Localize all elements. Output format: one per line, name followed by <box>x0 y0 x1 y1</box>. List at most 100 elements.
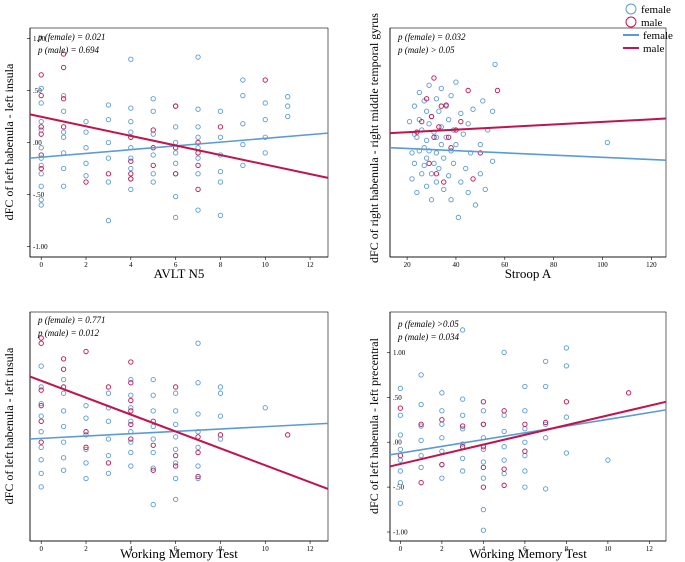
female-point <box>563 363 570 369</box>
male-point <box>480 399 487 405</box>
female-point <box>38 400 44 407</box>
female-point <box>105 102 112 108</box>
female-point <box>501 349 507 356</box>
female-point <box>411 103 418 109</box>
female-point <box>563 450 570 456</box>
male-point <box>60 64 67 71</box>
x-tick-label: 6 <box>174 261 178 269</box>
female-point <box>128 463 134 469</box>
female-point <box>448 197 454 203</box>
male-point <box>262 77 268 83</box>
panel-3-annotation-female: p (female) = 0.771 <box>37 315 106 325</box>
female-point <box>60 423 67 430</box>
female-point <box>418 437 424 444</box>
female-point <box>83 403 89 409</box>
female-point <box>459 455 466 462</box>
female-point <box>172 124 179 130</box>
panel-1-xlabel: AVLT N5 <box>154 266 205 281</box>
x-tick-label: 2 <box>84 545 88 553</box>
female-point <box>38 484 44 490</box>
female-point <box>195 475 201 482</box>
female-point <box>172 214 179 221</box>
male-point <box>418 421 424 427</box>
male-point <box>477 150 484 156</box>
panel-4-frame <box>389 311 667 542</box>
y-tick-label: -.50 <box>33 191 45 199</box>
female-point <box>38 429 44 435</box>
male-point <box>128 421 134 428</box>
female-point <box>418 464 424 471</box>
female-point <box>150 377 156 383</box>
female-point <box>431 160 437 166</box>
female-point <box>83 475 89 482</box>
panel-4-fit-lines <box>389 400 667 468</box>
female-point <box>128 418 134 424</box>
female-point <box>105 155 112 161</box>
panel-3-xlabel: Working Memory Test <box>120 546 238 561</box>
female-point <box>60 377 67 383</box>
panel-2: 20 40 60 80 100 120 p (female) = 0.032 p (mal… <box>367 13 667 281</box>
male-point <box>172 103 179 109</box>
male-point <box>428 113 435 120</box>
female-point <box>240 121 246 127</box>
female-point <box>522 468 528 474</box>
female-point <box>195 463 201 469</box>
panel-2-ylabel: dFC of right habenula - right middle tem… <box>367 13 381 263</box>
male-point <box>38 387 44 393</box>
female-point <box>150 436 156 442</box>
panel-2-frame <box>389 27 667 258</box>
female-point <box>522 484 528 490</box>
panel-4-xlabel: Working Memory Test <box>469 546 587 561</box>
male-point <box>38 165 44 172</box>
male-point <box>439 462 445 468</box>
panel-1-points <box>38 51 291 224</box>
male-point <box>105 460 112 466</box>
female-point <box>419 171 425 177</box>
female-point <box>563 414 570 420</box>
female-point <box>423 183 430 189</box>
male-point <box>60 124 67 130</box>
y-tick-label: -1.00 <box>33 243 48 251</box>
female-point <box>240 141 246 148</box>
female-point <box>38 457 44 463</box>
male-point <box>105 171 112 177</box>
female-point <box>128 405 134 411</box>
female-point <box>195 106 201 112</box>
male-point <box>285 432 291 438</box>
female-point <box>217 108 224 114</box>
panel-4: 0 2 4 6 8 10 12 1.00 .50 .00 -.50 -1.00 p (female) … <box>367 311 667 561</box>
male-point <box>480 421 487 427</box>
panel-1-ylabel: dFC of left habenula - left insula <box>2 63 16 220</box>
male-point <box>38 124 44 130</box>
female-point <box>480 475 487 481</box>
male-point <box>150 442 156 448</box>
x-tick-label: 12 <box>307 545 315 553</box>
female-point <box>418 453 424 459</box>
female-point <box>522 383 528 390</box>
panel-2-fit-lines <box>389 117 667 161</box>
female-point <box>195 340 201 346</box>
female-point <box>150 179 156 185</box>
female-point <box>463 165 469 172</box>
female-point <box>397 457 404 463</box>
male-point <box>419 119 425 125</box>
panel-3: 0 2 4 6 8 10 12 p (female) = 0.771 p (male) = … <box>2 311 329 561</box>
female-point <box>150 171 156 177</box>
female-point <box>105 452 112 459</box>
y-tick-label: .50 <box>33 87 42 95</box>
female-point <box>428 197 435 203</box>
female-point <box>240 77 246 83</box>
female-point <box>397 479 404 486</box>
male-point <box>217 124 224 130</box>
female-point <box>480 408 487 414</box>
legend-male-line-label: male <box>643 43 664 55</box>
female-point <box>38 202 44 208</box>
female-point <box>217 134 224 140</box>
female-point <box>433 134 440 140</box>
female-point <box>105 179 112 185</box>
female-point <box>450 160 457 166</box>
female-point <box>418 423 424 429</box>
female-point <box>421 162 427 169</box>
female-point <box>83 129 89 135</box>
female-point <box>38 162 44 169</box>
